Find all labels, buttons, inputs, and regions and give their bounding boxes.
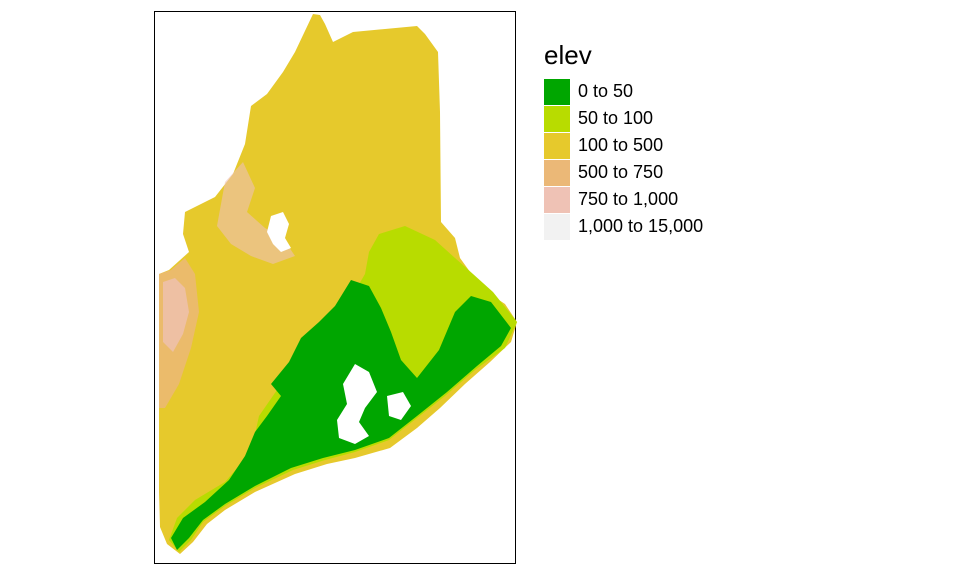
legend-label: 750 to 1,000: [578, 189, 679, 209]
legend-swatch: [544, 213, 570, 240]
bay: [337, 364, 377, 444]
legend-label: 1,000 to 15,000: [578, 216, 704, 236]
legend-items: 0 to 50 50 to 100 100 to 500 500 to 750 750 …: [544, 78, 703, 240]
land-mountain-elevation: [163, 278, 189, 352]
legend-entry: 0 to 50: [544, 78, 703, 105]
legend-swatch: [544, 132, 570, 159]
map-panel: [154, 11, 517, 564]
legend-swatch: [544, 186, 570, 213]
legend-label: 500 to 750: [578, 162, 664, 182]
legend-label: 50 to 100: [578, 108, 654, 128]
bay-east: [387, 392, 411, 420]
legend-label: 100 to 500: [578, 135, 664, 155]
land-mid-elevation: [159, 14, 517, 554]
legend-title: elev: [544, 40, 592, 70]
legend-entry: 1,000 to 15,000: [544, 213, 703, 240]
lake: [267, 212, 291, 252]
legend-entry: 100 to 500: [544, 132, 703, 159]
legend-entry: 750 to 1,000: [544, 186, 703, 213]
legend-entry: 50 to 100: [544, 105, 703, 132]
legend-swatch: [544, 159, 570, 186]
legend-swatch: [544, 105, 570, 132]
legend-swatch: [544, 78, 570, 105]
legend-label: 0 to 50: [578, 81, 634, 101]
elevation-map: [159, 14, 517, 554]
legend-entry: 500 to 750: [544, 159, 703, 186]
legend: elev 0 to 50 50 to 100 100 to 500 500 to 75…: [544, 40, 703, 240]
